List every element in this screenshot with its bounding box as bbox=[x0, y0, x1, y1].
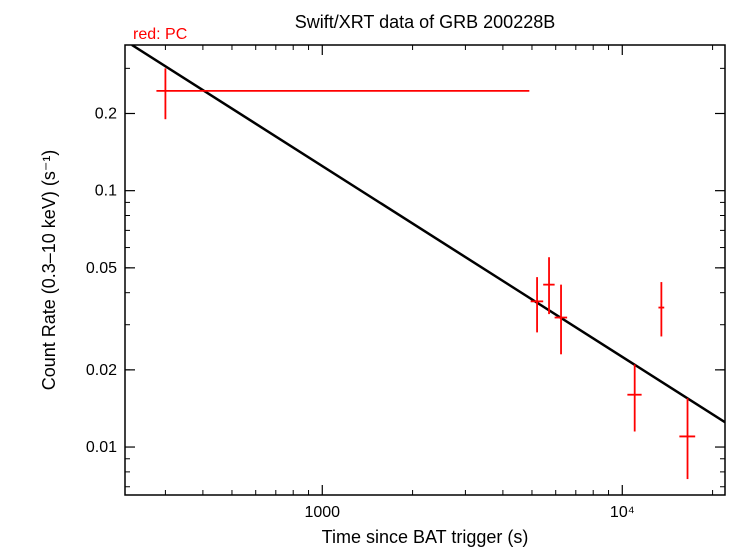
y-tick-label: 0.01 bbox=[86, 439, 117, 456]
y-tick-label: 0.02 bbox=[86, 362, 117, 379]
chart-title: Swift/XRT data of GRB 200228B bbox=[295, 12, 555, 32]
x-tick-label: 10⁴ bbox=[610, 504, 635, 521]
y-tick-label: 0.1 bbox=[95, 183, 117, 200]
y-tick-label: 0.05 bbox=[86, 260, 117, 277]
chart-background bbox=[0, 0, 746, 558]
xrt-lightcurve-chart: 1000 10⁴ 0.01 0.02 0.05 0.1 0.2 Swift/XRT data … bbox=[0, 0, 746, 558]
y-axis-label: Count Rate (0.3–10 keV) (s⁻¹) bbox=[39, 150, 59, 391]
x-axis-label: Time since BAT trigger (s) bbox=[322, 527, 529, 547]
y-tick-label: 0.2 bbox=[95, 105, 117, 122]
legend-text: red: PC bbox=[133, 26, 187, 43]
chart-container: 1000 10⁴ 0.01 0.02 0.05 0.1 0.2 Swift/XRT data … bbox=[0, 0, 746, 558]
x-tick-label: 1000 bbox=[304, 504, 340, 521]
